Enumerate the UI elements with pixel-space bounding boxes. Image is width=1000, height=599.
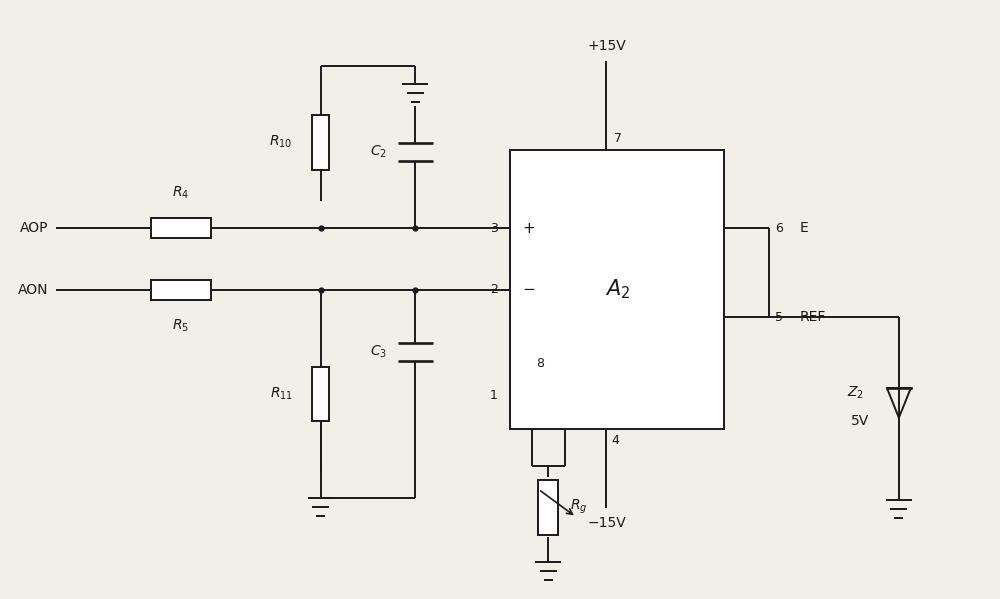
Text: REF: REF <box>799 310 826 325</box>
Bar <box>312 115 329 170</box>
Bar <box>312 367 329 421</box>
Text: +15V: +15V <box>587 39 626 53</box>
Text: 1: 1 <box>490 389 498 402</box>
Text: $A_2$: $A_2$ <box>605 278 630 301</box>
Text: 4: 4 <box>611 434 619 447</box>
Text: $C_3$: $C_3$ <box>370 344 387 361</box>
Text: AON: AON <box>18 283 48 297</box>
Text: 6: 6 <box>775 222 783 235</box>
Text: 3: 3 <box>490 222 498 235</box>
Bar <box>151 280 211 300</box>
Bar <box>510 150 724 429</box>
Text: $R_{10}$: $R_{10}$ <box>269 134 293 150</box>
Text: $R_g$: $R_g$ <box>570 498 588 516</box>
Text: $R_5$: $R_5$ <box>172 317 189 334</box>
Text: $Z_2$: $Z_2$ <box>847 385 864 401</box>
Text: 5V: 5V <box>851 414 869 428</box>
Text: 5: 5 <box>775 311 783 324</box>
Text: AOP: AOP <box>20 222 48 235</box>
Text: 2: 2 <box>490 283 498 296</box>
Text: −: − <box>522 282 535 297</box>
Bar <box>151 219 211 238</box>
Text: $R_{11}$: $R_{11}$ <box>270 386 293 402</box>
Text: −15V: −15V <box>587 516 626 530</box>
Text: $C_2$: $C_2$ <box>370 144 387 161</box>
Text: 8: 8 <box>536 357 544 370</box>
Text: 7: 7 <box>614 132 622 146</box>
Text: $R_4$: $R_4$ <box>172 184 189 201</box>
Text: +: + <box>522 221 535 236</box>
Text: E: E <box>799 222 808 235</box>
Bar <box>538 480 558 534</box>
